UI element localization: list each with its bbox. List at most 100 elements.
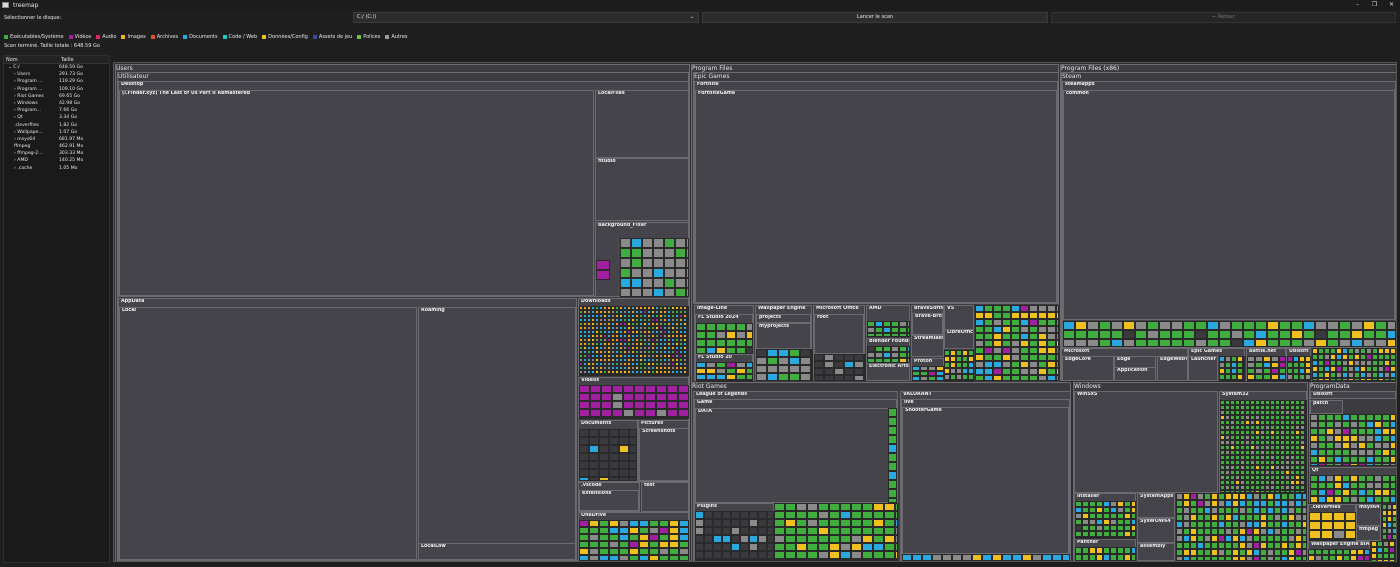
treemap-file[interactable] (1211, 493, 1218, 500)
treemap-file[interactable] (888, 408, 897, 417)
treemap-file[interactable] (603, 322, 607, 326)
treemap-file[interactable] (1089, 554, 1096, 561)
treemap-file[interactable] (679, 306, 683, 310)
treemap-file[interactable] (1239, 556, 1246, 561)
treemap-file[interactable] (579, 306, 583, 310)
treemap-file[interactable] (1366, 449, 1374, 456)
treemap-file[interactable] (634, 409, 645, 417)
treemap-file[interactable] (840, 527, 851, 535)
treemap-file[interactable] (683, 326, 687, 330)
treemap-folder[interactable]: WinSxS (1074, 391, 1218, 493)
treemap-file[interactable] (671, 318, 675, 322)
treemap-file[interactable] (758, 551, 767, 559)
treemap-file[interactable] (1176, 549, 1183, 556)
treemap-file[interactable] (619, 527, 629, 534)
treemap-file[interactable] (1047, 326, 1056, 333)
treemap-file[interactable] (659, 310, 663, 314)
treemap-file[interactable] (653, 258, 664, 268)
treemap-file[interactable] (1011, 375, 1020, 381)
treemap-file[interactable] (635, 318, 639, 322)
treemap-file[interactable] (785, 551, 796, 559)
treemap-file[interactable] (1326, 489, 1334, 496)
treemap-folder[interactable]: EdgeWebView (1157, 356, 1188, 381)
treemap-file[interactable] (679, 318, 683, 322)
treemap-file[interactable] (1260, 535, 1267, 542)
treemap-file[interactable] (796, 551, 807, 559)
treemap-file[interactable] (785, 535, 796, 543)
treemap-file[interactable] (619, 534, 629, 541)
treemap-file[interactable] (1204, 542, 1211, 549)
treemap-file[interactable] (631, 306, 635, 310)
treemap-file[interactable] (1056, 375, 1059, 381)
treemap-file[interactable] (1197, 556, 1204, 561)
treemap-file[interactable] (579, 326, 583, 330)
treemap-file[interactable] (591, 334, 595, 338)
treemap-file[interactable] (686, 278, 689, 288)
treemap-file[interactable] (659, 318, 663, 322)
treemap-file[interactable] (599, 445, 609, 453)
tree-row[interactable]: › Windows 42.98 Go (4, 100, 109, 107)
treemap-file[interactable] (736, 347, 746, 354)
treemap-file[interactable] (984, 354, 993, 361)
treemap-file[interactable] (1218, 528, 1225, 535)
treemap-file[interactable] (888, 426, 897, 435)
treemap-file[interactable] (834, 354, 844, 361)
treemap-file[interactable] (623, 330, 627, 334)
treemap-file[interactable] (1099, 330, 1111, 339)
treemap-file[interactable] (1318, 442, 1326, 449)
tree-row[interactable]: ffmpeg 462.91 Mo (4, 143, 109, 150)
treemap-file[interactable] (756, 365, 767, 373)
treemap-file[interactable] (583, 330, 587, 334)
treemap-file[interactable] (1387, 339, 1396, 347)
treemap-file[interactable] (829, 527, 840, 535)
treemap-file[interactable] (1253, 500, 1260, 507)
treemap-file[interactable] (1232, 528, 1239, 535)
treemap-file[interactable] (1089, 547, 1096, 554)
treemap-file[interactable] (1358, 421, 1366, 428)
treemap-file[interactable] (647, 330, 651, 334)
treemap-file[interactable] (749, 519, 758, 527)
treemap-file[interactable] (1267, 549, 1274, 556)
treemap-file[interactable] (609, 469, 619, 477)
treemap-file[interactable] (1302, 500, 1307, 507)
treemap-file[interactable] (635, 314, 639, 318)
treemap-file[interactable] (655, 306, 659, 310)
treemap-file[interactable] (789, 373, 800, 381)
treemap-file[interactable] (629, 461, 637, 469)
treemap-file[interactable] (639, 318, 643, 322)
treemap-file[interactable] (706, 331, 716, 339)
treemap-file[interactable] (1062, 554, 1070, 561)
treemap-file[interactable] (643, 306, 647, 310)
treemap-file[interactable] (912, 376, 920, 381)
treemap-file[interactable] (664, 268, 675, 278)
treemap-file[interactable] (1260, 542, 1267, 549)
treemap-file[interactable] (664, 278, 675, 288)
treemap-file[interactable] (1310, 435, 1318, 442)
treemap-file[interactable] (619, 429, 629, 437)
treemap-file[interactable] (671, 330, 675, 334)
treemap-file[interactable] (596, 270, 610, 280)
treemap-file[interactable] (686, 248, 689, 258)
treemap-file[interactable] (1123, 339, 1135, 347)
treemap-file[interactable] (1204, 521, 1211, 528)
disk-select[interactable]: C:/ (C:/) ⌄ (353, 12, 699, 23)
treemap-file[interactable] (609, 534, 619, 541)
treemap-file[interactable] (774, 535, 785, 543)
treemap-file[interactable] (1056, 340, 1059, 347)
treemap-file[interactable] (651, 314, 655, 318)
treemap-file[interactable] (1350, 456, 1358, 463)
treemap-file[interactable] (1002, 326, 1011, 333)
treemap-file[interactable] (642, 288, 653, 297)
treemap-file[interactable] (678, 393, 689, 401)
treemap-file[interactable] (669, 548, 679, 555)
treemap-file[interactable] (683, 306, 687, 310)
treemap-file[interactable] (716, 323, 726, 331)
treemap-file[interactable] (1374, 421, 1382, 428)
treemap-file[interactable] (1183, 514, 1190, 521)
treemap-file[interactable] (686, 288, 689, 297)
treemap-file[interactable] (656, 401, 667, 409)
treemap-folder[interactable]: LibreOffice (944, 329, 974, 349)
treemap-file[interactable] (907, 333, 910, 337)
treemap-file[interactable] (649, 541, 659, 548)
treemap-file[interactable] (675, 326, 679, 330)
